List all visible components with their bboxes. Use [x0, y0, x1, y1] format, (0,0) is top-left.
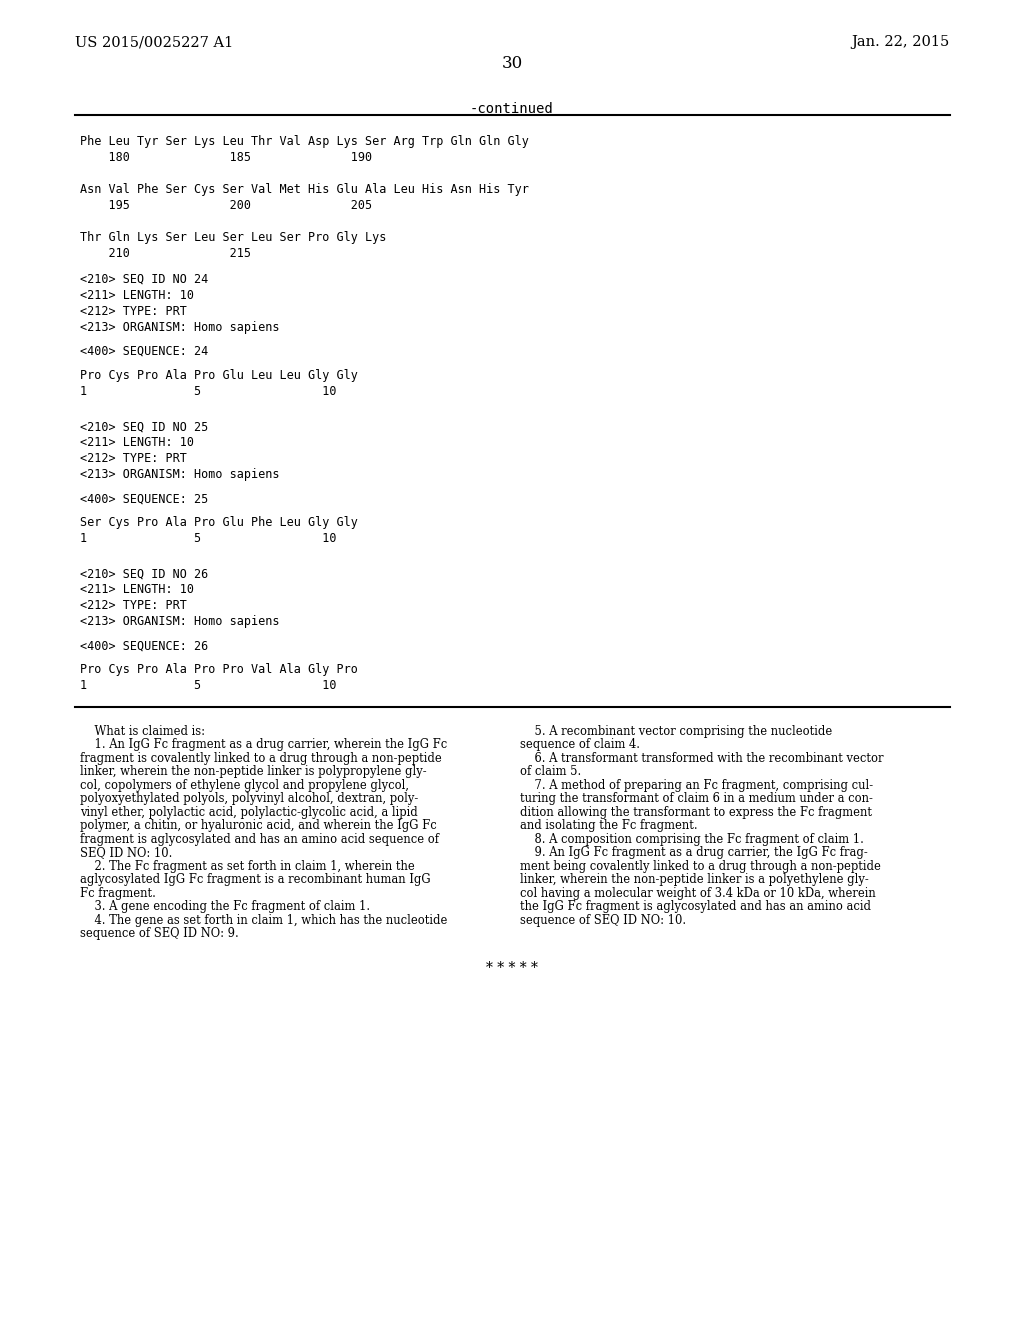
Text: Fc fragment.: Fc fragment. [80, 887, 156, 900]
Text: vinyl ether, polylactic acid, polylactic-glycolic acid, a lipid: vinyl ether, polylactic acid, polylactic… [80, 805, 418, 818]
Text: <400> SEQUENCE: 25: <400> SEQUENCE: 25 [80, 492, 208, 506]
Text: 3. A gene encoding the Fc fragment of claim 1.: 3. A gene encoding the Fc fragment of cl… [80, 900, 370, 913]
Text: and isolating the Fc fragment.: and isolating the Fc fragment. [520, 820, 697, 832]
Text: US 2015/0025227 A1: US 2015/0025227 A1 [75, 36, 233, 49]
Text: <212> TYPE: PRT: <212> TYPE: PRT [80, 599, 186, 612]
Text: 1               5                 10: 1 5 10 [80, 532, 337, 545]
Text: <212> TYPE: PRT: <212> TYPE: PRT [80, 305, 186, 318]
Text: sequence of SEQ ID NO: 10.: sequence of SEQ ID NO: 10. [520, 913, 686, 927]
Text: * * * * *: * * * * * [486, 961, 538, 974]
Text: dition allowing the transformant to express the Fc fragment: dition allowing the transformant to expr… [520, 805, 872, 818]
Text: aglycosylated IgG Fc fragment is a recombinant human IgG: aglycosylated IgG Fc fragment is a recom… [80, 873, 431, 886]
Text: 8. A composition comprising the Fc fragment of claim 1.: 8. A composition comprising the Fc fragm… [520, 833, 864, 846]
Text: <211> LENGTH: 10: <211> LENGTH: 10 [80, 583, 194, 597]
Text: Thr Gln Lys Ser Leu Ser Leu Ser Pro Gly Lys: Thr Gln Lys Ser Leu Ser Leu Ser Pro Gly … [80, 231, 386, 244]
Text: Jan. 22, 2015: Jan. 22, 2015 [852, 36, 950, 49]
Text: polymer, a chitin, or hyaluronic acid, and wherein the IgG Fc: polymer, a chitin, or hyaluronic acid, a… [80, 820, 437, 832]
Text: Phe Leu Tyr Ser Lys Leu Thr Val Asp Lys Ser Arg Trp Gln Gln Gly: Phe Leu Tyr Ser Lys Leu Thr Val Asp Lys … [80, 135, 528, 148]
Text: <211> LENGTH: 10: <211> LENGTH: 10 [80, 289, 194, 302]
Text: turing the transformant of claim 6 in a medium under a con-: turing the transformant of claim 6 in a … [520, 792, 872, 805]
Text: 6. A transformant transformed with the recombinant vector: 6. A transformant transformed with the r… [520, 751, 884, 764]
Text: 1. An IgG Fc fragment as a drug carrier, wherein the IgG Fc: 1. An IgG Fc fragment as a drug carrier,… [80, 738, 447, 751]
Text: 1               5                 10: 1 5 10 [80, 385, 337, 399]
Text: Pro Cys Pro Ala Pro Pro Val Ala Gly Pro: Pro Cys Pro Ala Pro Pro Val Ala Gly Pro [80, 664, 357, 676]
Text: 1               5                 10: 1 5 10 [80, 680, 337, 693]
Text: 180              185              190: 180 185 190 [80, 150, 372, 164]
Text: col having a molecular weight of 3.4 kDa or 10 kDa, wherein: col having a molecular weight of 3.4 kDa… [520, 887, 876, 900]
Text: 210              215: 210 215 [80, 247, 251, 260]
Text: linker, wherein the non-peptide linker is a polyethylene gly-: linker, wherein the non-peptide linker i… [520, 873, 868, 886]
Text: of claim 5.: of claim 5. [520, 766, 582, 777]
Text: 9. An IgG Fc fragment as a drug carrier, the IgG Fc frag-: 9. An IgG Fc fragment as a drug carrier,… [520, 846, 867, 859]
Text: 30: 30 [502, 55, 522, 73]
Text: 4. The gene as set forth in claim 1, which has the nucleotide: 4. The gene as set forth in claim 1, whi… [80, 913, 447, 927]
Text: Asn Val Phe Ser Cys Ser Val Met His Glu Ala Leu His Asn His Tyr: Asn Val Phe Ser Cys Ser Val Met His Glu … [80, 183, 528, 195]
Text: <210> SEQ ID NO 24: <210> SEQ ID NO 24 [80, 273, 208, 286]
Text: 7. A method of preparing an Fc fragment, comprising cul-: 7. A method of preparing an Fc fragment,… [520, 779, 873, 792]
Text: <213> ORGANISM: Homo sapiens: <213> ORGANISM: Homo sapiens [80, 469, 280, 482]
Text: polyoxyethylated polyols, polyvinyl alcohol, dextran, poly-: polyoxyethylated polyols, polyvinyl alco… [80, 792, 418, 805]
Text: <210> SEQ ID NO 26: <210> SEQ ID NO 26 [80, 568, 208, 581]
Text: sequence of SEQ ID NO: 9.: sequence of SEQ ID NO: 9. [80, 927, 239, 940]
Text: Ser Cys Pro Ala Pro Glu Phe Leu Gly Gly: Ser Cys Pro Ala Pro Glu Phe Leu Gly Gly [80, 516, 357, 529]
Text: <210> SEQ ID NO 25: <210> SEQ ID NO 25 [80, 420, 208, 433]
Text: What is claimed is:: What is claimed is: [80, 725, 205, 738]
Text: linker, wherein the non-peptide linker is polypropylene gly-: linker, wherein the non-peptide linker i… [80, 766, 427, 777]
Text: <213> ORGANISM: Homo sapiens: <213> ORGANISM: Homo sapiens [80, 321, 280, 334]
Text: col, copolymers of ethylene glycol and propylene glycol,: col, copolymers of ethylene glycol and p… [80, 779, 409, 792]
Text: sequence of claim 4.: sequence of claim 4. [520, 738, 640, 751]
Text: 5. A recombinant vector comprising the nucleotide: 5. A recombinant vector comprising the n… [520, 725, 833, 738]
Text: <213> ORGANISM: Homo sapiens: <213> ORGANISM: Homo sapiens [80, 615, 280, 628]
Text: ment being covalently linked to a drug through a non-peptide: ment being covalently linked to a drug t… [520, 859, 881, 873]
Text: 2. The Fc fragment as set forth in claim 1, wherein the: 2. The Fc fragment as set forth in claim… [80, 859, 415, 873]
Text: <400> SEQUENCE: 26: <400> SEQUENCE: 26 [80, 639, 208, 652]
Text: fragment is aglycosylated and has an amino acid sequence of: fragment is aglycosylated and has an ami… [80, 833, 439, 846]
Text: Pro Cys Pro Ala Pro Glu Leu Leu Gly Gly: Pro Cys Pro Ala Pro Glu Leu Leu Gly Gly [80, 370, 357, 381]
Text: <211> LENGTH: 10: <211> LENGTH: 10 [80, 436, 194, 449]
Text: the IgG Fc fragment is aglycosylated and has an amino acid: the IgG Fc fragment is aglycosylated and… [520, 900, 871, 913]
Text: SEQ ID NO: 10.: SEQ ID NO: 10. [80, 846, 172, 859]
Text: -continued: -continued [470, 102, 554, 116]
Text: <400> SEQUENCE: 24: <400> SEQUENCE: 24 [80, 345, 208, 358]
Text: fragment is covalently linked to a drug through a non-peptide: fragment is covalently linked to a drug … [80, 751, 441, 764]
Text: <212> TYPE: PRT: <212> TYPE: PRT [80, 453, 186, 465]
Text: 195              200              205: 195 200 205 [80, 199, 372, 213]
